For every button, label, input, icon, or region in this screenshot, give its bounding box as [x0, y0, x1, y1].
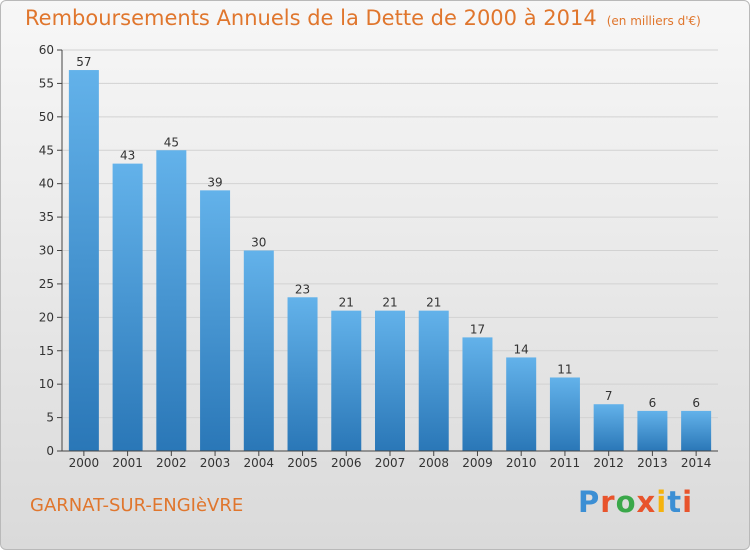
data-label-2011: 11	[557, 362, 572, 376]
logo-letter: x	[636, 485, 657, 519]
chart-title: Remboursements Annuels de la Dette de 20…	[25, 6, 701, 30]
data-label-2009: 17	[470, 322, 485, 336]
x-tick-label: 2005	[287, 456, 318, 470]
y-tick-label: 0	[46, 444, 54, 458]
bar-2003	[200, 190, 231, 451]
bar-2004	[243, 250, 274, 451]
x-tick-label: 2003	[200, 456, 231, 470]
bar-2013	[637, 410, 668, 451]
y-axis: 0 5 10 15 20 25 30 35 40 45 50 55 60	[39, 43, 63, 458]
bar-2002	[156, 150, 187, 451]
data-labels: 57 43 45 39 30 23 21 21 21 17 14 11 7 6 6	[76, 55, 700, 410]
bar-2010	[506, 357, 537, 451]
data-label-2008: 21	[426, 296, 441, 310]
y-tick-label: 20	[39, 310, 54, 324]
logo-letter: r	[600, 485, 616, 519]
logo-letter: t	[667, 485, 683, 519]
data-label-2014: 6	[692, 396, 700, 410]
bar-2000	[68, 70, 99, 452]
unit-note: (en milliers d'€)	[606, 14, 701, 28]
x-tick-label: 2012	[593, 456, 624, 470]
x-tick-label: 2006	[331, 456, 362, 470]
bar-2007	[375, 310, 405, 451]
logo-letter: P	[578, 485, 601, 519]
data-label-2010: 14	[514, 342, 529, 356]
y-tick-label: 25	[39, 277, 54, 291]
data-label-2012: 7	[605, 389, 613, 403]
data-label-2007: 21	[382, 296, 397, 310]
y-tick-label: 15	[39, 344, 54, 358]
x-tick-label: 2001	[112, 456, 143, 470]
x-tick-label: 2004	[244, 456, 275, 470]
bar-2009	[462, 337, 493, 451]
proxiti-logo[interactable]: Proxiti	[578, 485, 693, 519]
data-label-2004: 30	[251, 236, 266, 250]
bar-2005	[287, 297, 318, 451]
bar-2012	[593, 404, 624, 451]
logo-letter: i	[682, 485, 694, 519]
chart-title-text: Remboursements Annuels de la Dette de 20…	[25, 6, 597, 30]
y-tick-label: 30	[39, 244, 54, 258]
x-tick-label: 2007	[375, 456, 406, 470]
y-tick-label: 5	[46, 411, 54, 425]
commune-name: GARNAT-SUR-ENGIèVRE	[30, 495, 244, 516]
data-label-2002: 45	[164, 135, 179, 149]
y-tick-label: 60	[39, 43, 54, 57]
x-tick-label: 2010	[506, 456, 537, 470]
data-label-2003: 39	[207, 175, 222, 189]
x-axis: 2000 2001 2002 2003 2004 2005 2006 2007 2008 2009…	[62, 450, 718, 470]
bar-2008	[418, 310, 449, 451]
bar-2001	[112, 163, 143, 451]
data-label-2013: 6	[649, 396, 657, 410]
data-label-2006: 21	[339, 296, 354, 310]
x-tick-label: 2011	[550, 456, 581, 470]
data-label-2001: 43	[120, 149, 135, 163]
bar-2006	[331, 310, 362, 451]
x-tick-label: 2009	[462, 456, 493, 470]
y-tick-label: 35	[39, 210, 54, 224]
data-label-2000: 57	[76, 55, 91, 69]
x-tick-label: 2000	[69, 456, 100, 470]
y-tick-label: 55	[39, 76, 54, 90]
x-tick-label: 2014	[681, 456, 712, 470]
bars	[68, 70, 712, 452]
data-label-2005: 23	[295, 282, 310, 296]
bar-2014	[681, 410, 712, 451]
logo-letter: i	[656, 485, 668, 519]
logo-letter: o	[615, 485, 637, 519]
x-tick-label: 2013	[637, 456, 668, 470]
y-tick-label: 50	[39, 110, 54, 124]
y-tick-label: 10	[39, 377, 54, 391]
x-tick-label: 2002	[156, 456, 187, 470]
bar-2011	[549, 377, 580, 451]
y-tick-label: 40	[39, 177, 54, 191]
y-tick-label: 45	[39, 143, 54, 157]
x-tick-label: 2008	[418, 456, 449, 470]
